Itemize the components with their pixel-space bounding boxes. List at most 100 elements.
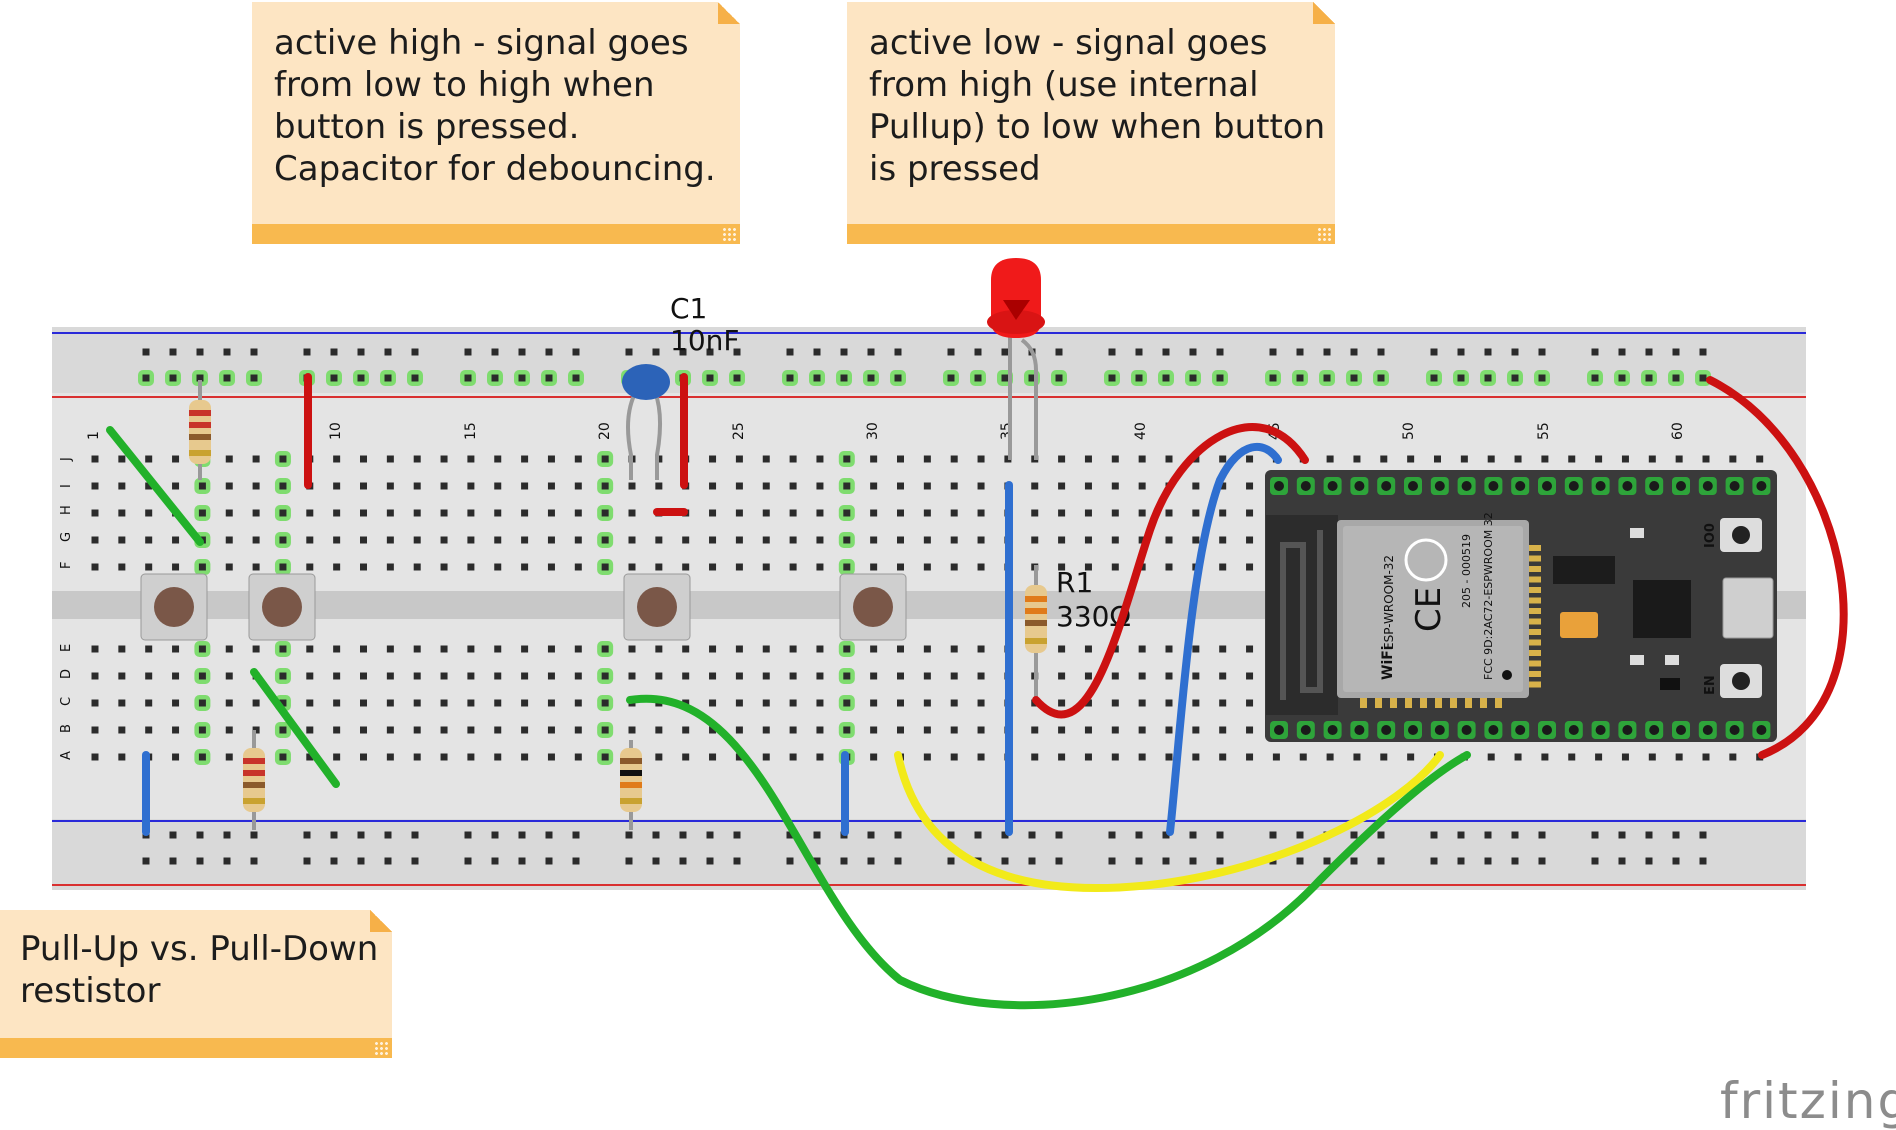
breadboard-hole[interactable] [333, 536, 341, 544]
breadboard-hole[interactable] [574, 726, 582, 734]
breadboard-hole[interactable] [1460, 455, 1468, 463]
breadboard-hole[interactable] [1031, 482, 1039, 490]
breadboard-hole[interactable] [384, 857, 392, 865]
breadboard-hole[interactable] [789, 563, 797, 571]
breadboard-hole[interactable] [1595, 753, 1603, 761]
breadboard-hole[interactable] [709, 726, 717, 734]
breadboard-hole[interactable] [252, 455, 260, 463]
breadboard-hole[interactable] [1111, 726, 1119, 734]
breadboard-hole[interactable] [521, 455, 529, 463]
breadboard-hole[interactable] [1058, 509, 1066, 517]
breadboard-hole[interactable] [467, 726, 475, 734]
breadboard-hole[interactable] [1457, 374, 1465, 382]
breadboard-hole[interactable] [762, 699, 770, 707]
breadboard-hole[interactable] [625, 831, 633, 839]
breadboard-hole[interactable] [1568, 455, 1576, 463]
breadboard-hole[interactable] [521, 563, 529, 571]
breadboard-hole[interactable] [1192, 753, 1200, 761]
breadboard-hole[interactable] [1111, 672, 1119, 680]
breadboard-hole[interactable] [897, 455, 904, 463]
breadboard-hole[interactable] [789, 509, 797, 517]
breadboard-hole[interactable] [386, 645, 394, 653]
breadboard-hole[interactable] [1323, 857, 1331, 865]
breadboard-hole[interactable] [225, 455, 233, 463]
breadboard-hole[interactable] [91, 455, 99, 463]
breadboard-hole[interactable] [172, 455, 180, 463]
breadboard-hole[interactable] [521, 726, 529, 734]
breadboard-hole[interactable] [357, 374, 365, 382]
breadboard-hole[interactable] [1192, 509, 1200, 517]
breadboard-hole[interactable] [413, 645, 421, 653]
breadboard-hole[interactable] [897, 509, 904, 517]
breadboard-hole[interactable] [252, 726, 260, 734]
breadboard-hole[interactable] [198, 726, 206, 734]
breadboard-hole[interactable] [1538, 348, 1546, 356]
breadboard-hole[interactable] [360, 563, 367, 571]
breadboard-hole[interactable] [628, 672, 636, 680]
breadboard-hole[interactable] [1299, 753, 1307, 761]
push-button-2[interactable] [248, 573, 316, 641]
breadboard-hole[interactable] [1511, 374, 1519, 382]
breadboard-hole[interactable] [91, 509, 99, 517]
breadboard-hole[interactable] [1350, 857, 1358, 865]
breadboard-hole[interactable] [843, 455, 851, 463]
breadboard-hole[interactable] [1058, 645, 1066, 653]
breadboard-hole[interactable] [706, 857, 714, 865]
breadboard-hole[interactable] [601, 726, 609, 734]
breadboard-hole[interactable] [1621, 753, 1629, 761]
breadboard-hole[interactable] [1108, 348, 1116, 356]
breadboard-hole[interactable] [196, 374, 204, 382]
breadboard-hole[interactable] [1326, 455, 1334, 463]
breadboard-hole[interactable] [333, 645, 341, 653]
breadboard-hole[interactable] [735, 509, 743, 517]
breadboard-hole[interactable] [494, 699, 502, 707]
breadboard-hole[interactable] [467, 672, 475, 680]
breadboard-hole[interactable] [491, 348, 499, 356]
breadboard-hole[interactable] [601, 509, 609, 517]
breadboard-hole[interactable] [843, 509, 851, 517]
breadboard-hole[interactable] [172, 726, 180, 734]
breadboard-hole[interactable] [1377, 857, 1385, 865]
breadboard-hole[interactable] [870, 563, 878, 571]
breadboard-hole[interactable] [894, 348, 902, 356]
breadboard-hole[interactable] [1058, 536, 1066, 544]
push-button-cap[interactable] [262, 587, 302, 627]
breadboard-hole[interactable] [870, 753, 878, 761]
breadboard-hole[interactable] [145, 536, 153, 544]
breadboard-hole[interactable] [1138, 645, 1146, 653]
breadboard-hole[interactable] [1296, 831, 1304, 839]
breadboard-hole[interactable] [1084, 672, 1092, 680]
breadboard-hole[interactable] [574, 672, 582, 680]
breadboard-hole[interactable] [386, 563, 394, 571]
breadboard-hole[interactable] [1511, 857, 1519, 865]
breadboard-hole[interactable] [655, 482, 663, 490]
breadboard-hole[interactable] [706, 348, 714, 356]
breadboard-hole[interactable] [225, 726, 233, 734]
breadboard-hole[interactable] [1108, 831, 1116, 839]
breadboard-hole[interactable] [1246, 726, 1254, 734]
breadboard-hole[interactable] [1084, 563, 1092, 571]
breadboard-hole[interactable] [735, 726, 743, 734]
breadboard-hole[interactable] [950, 563, 958, 571]
breadboard-hole[interactable] [947, 831, 955, 839]
breadboard-hole[interactable] [440, 699, 448, 707]
breadboard-hole[interactable] [547, 482, 555, 490]
breadboard-hole[interactable] [198, 699, 206, 707]
breadboard-hole[interactable] [574, 563, 582, 571]
breadboard-hole[interactable] [196, 348, 204, 356]
breadboard-hole[interactable] [547, 699, 555, 707]
breadboard-hole[interactable] [1135, 831, 1143, 839]
breadboard-hole[interactable] [1216, 831, 1224, 839]
breadboard-hole[interactable] [870, 726, 878, 734]
breadboard-hole[interactable] [843, 482, 851, 490]
breadboard-hole[interactable] [789, 645, 797, 653]
breadboard-hole[interactable] [1591, 374, 1599, 382]
breadboard-hole[interactable] [1407, 455, 1415, 463]
breadboard-hole[interactable] [547, 672, 555, 680]
breadboard-hole[interactable] [1618, 857, 1626, 865]
breadboard-hole[interactable] [413, 482, 421, 490]
breadboard-hole[interactable] [1135, 374, 1143, 382]
breadboard-hole[interactable] [1138, 672, 1146, 680]
breadboard-hole[interactable] [545, 348, 553, 356]
breadboard-hole[interactable] [413, 753, 421, 761]
